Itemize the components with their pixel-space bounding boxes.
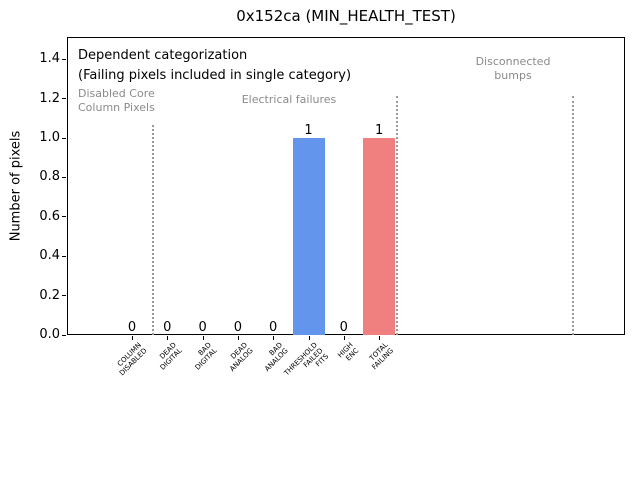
annotation-electrical-failures: Electrical failures: [241, 93, 337, 106]
x-tick-label: DEAD DIGITAL: [158, 341, 184, 372]
y-tick-label: 1.2: [39, 90, 60, 106]
y-tick-mark: [62, 137, 66, 139]
x-tick-mark: [237, 336, 239, 340]
y-tick-label: 0.8: [39, 169, 60, 185]
y-tick-label: 1.4: [39, 51, 60, 67]
bar-value-label: 1: [374, 123, 384, 138]
x-tick-mark: [202, 336, 204, 340]
bar-value-label: 0: [127, 320, 137, 335]
x-tick-mark: [132, 336, 133, 340]
y-tick-label: 0.4: [39, 248, 60, 264]
y-tick-label: 1.0: [39, 130, 60, 145]
separator-electrical: [396, 96, 398, 335]
x-tick-label: THRESHOLD FAILED FITS: [282, 341, 331, 378]
plot-area: [67, 37, 625, 335]
x-tick-mark: [343, 336, 345, 340]
y-tick-mark: [62, 295, 66, 297]
x-tick-mark: [167, 336, 169, 340]
y-tick-mark: [62, 255, 66, 257]
annotation-failing-note: (Failing pixels included in single categ…: [78, 68, 352, 83]
y-tick-mark: [62, 216, 66, 218]
bar-value-label: 0: [233, 320, 243, 335]
annotation-dependent-categorization: Dependent categorization: [78, 48, 248, 63]
annotation-disabled-core-column-pixels: Disabled Core Column Pixels: [78, 87, 155, 114]
separator-disconnected: [572, 96, 574, 335]
bar-value-label: 0: [163, 320, 172, 335]
x-tick-label: COLUMN DISABLED: [115, 341, 149, 378]
x-tick-label: BAD DIGITAL: [193, 341, 219, 372]
y-tick-label: 0.6: [39, 208, 60, 224]
bar-value-label: 1: [304, 123, 313, 138]
x-tick-mark: [379, 336, 381, 340]
y-tick-mark: [62, 58, 66, 60]
x-tick-label: DEAD ANALOG: [227, 341, 255, 374]
x-tick-label: HIGH ENC: [336, 341, 361, 363]
bar-threshold-failed-fits: [292, 138, 325, 335]
x-tick-label: TOTAL FAILING: [368, 341, 396, 372]
bar-value-label: 0: [339, 320, 348, 335]
annotation-disconnected-bumps: Disconnected bumps: [475, 55, 551, 82]
y-tick-mark: [62, 176, 66, 178]
y-tick-mark: [62, 98, 66, 100]
x-tick-mark: [308, 336, 310, 340]
bar-value-label: 0: [269, 320, 278, 335]
y-tick-mark: [62, 334, 66, 336]
separator-disabled-core: [152, 125, 154, 335]
y-tick-label: 0.2: [39, 287, 60, 303]
bar-total-failing: [363, 138, 396, 335]
chart-title: 0x152ca (MIN_HEALTH_TEST): [236, 7, 456, 25]
y-tick-label: 0.0: [39, 327, 60, 342]
bar-value-label: 0: [198, 320, 207, 335]
x-tick-mark: [273, 336, 275, 340]
